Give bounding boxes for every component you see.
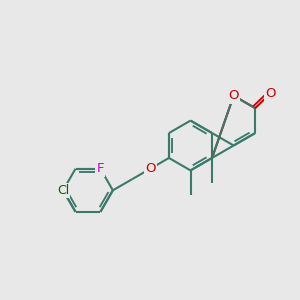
Text: O: O	[228, 89, 239, 102]
Text: F: F	[97, 162, 104, 175]
Text: O: O	[265, 87, 276, 100]
Text: Cl: Cl	[57, 184, 69, 197]
Text: O: O	[146, 162, 156, 175]
